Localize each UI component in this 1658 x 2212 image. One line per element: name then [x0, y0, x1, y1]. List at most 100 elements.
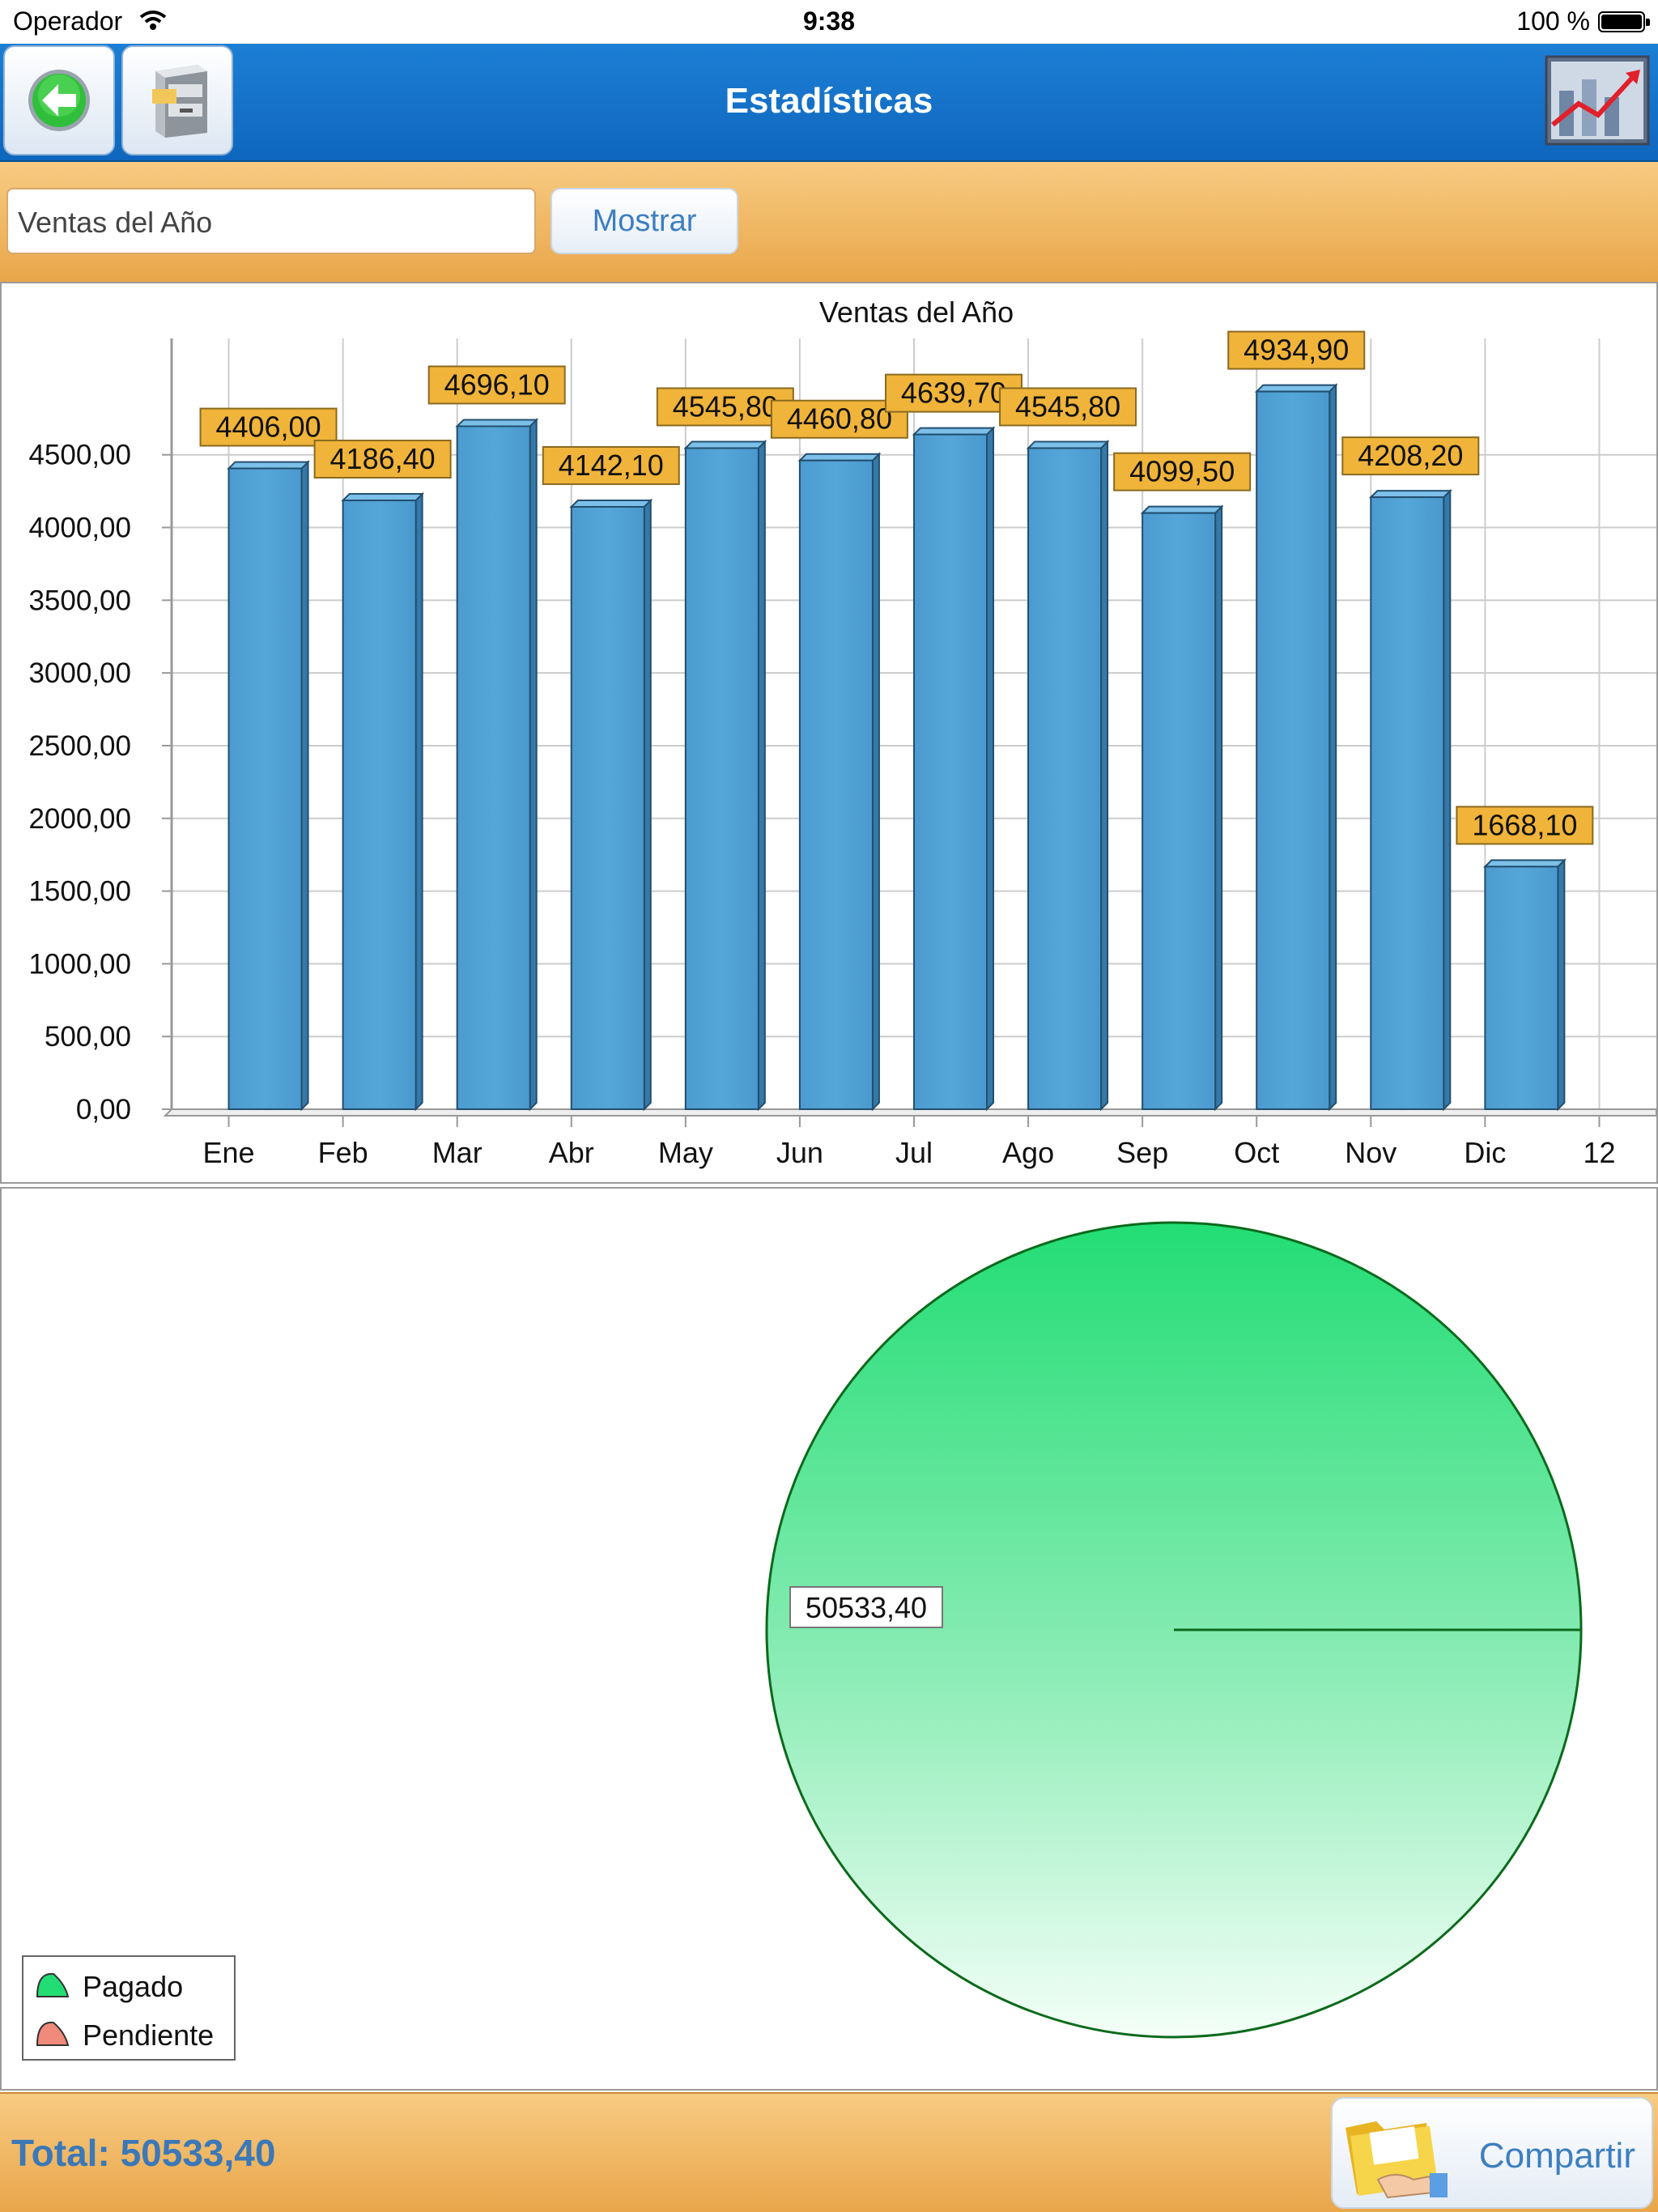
bar	[227, 467, 303, 1110]
y-tick-label: 3000,00	[28, 657, 131, 689]
x-tick-label: Jul	[895, 1136, 933, 1169]
pie-chart: 50533,40 Pagado Pendiente	[22, 1221, 1583, 2061]
y-tick-label: 1500,00	[28, 876, 131, 908]
bar-value-label: 4208,20	[1358, 439, 1463, 472]
total-label: Total: 50533,40	[11, 2132, 276, 2174]
x-tick-label: Abr	[549, 1136, 594, 1169]
y-tick-label: 4500,00	[28, 440, 131, 471]
bar-value-label-bg	[770, 399, 908, 439]
bar	[684, 447, 759, 1111]
x-tick-label: Oct	[1234, 1136, 1279, 1169]
x-tick-label: Mar	[432, 1136, 483, 1169]
back-button[interactable]	[3, 45, 115, 155]
bar	[456, 425, 531, 1110]
bar-top	[797, 453, 882, 462]
x-tick-label: Dic	[1464, 1136, 1506, 1169]
battery-icon	[1598, 11, 1650, 32]
bar-value-label-bg	[313, 440, 452, 479]
x-tick-label: Jun	[776, 1136, 823, 1169]
bar-side	[529, 418, 538, 1112]
bar-value-label: 4639,70	[901, 376, 1006, 410]
bar-value-label-bg	[1456, 806, 1594, 845]
bar-value-label: 4696,10	[444, 368, 550, 401]
x-tick-label: Ene	[203, 1136, 255, 1169]
bar	[913, 433, 988, 1110]
bar-top	[341, 493, 425, 502]
bar-value-label: 4099,50	[1129, 455, 1235, 488]
bar-value-label-bg	[1113, 452, 1252, 491]
bar-side	[1557, 857, 1566, 1112]
y-tick-label: 2500,00	[28, 730, 131, 762]
pie-chart-panel: 50533,40 Pagado Pendiente	[0, 1187, 1658, 2091]
bar	[342, 500, 417, 1110]
bar-side	[414, 491, 423, 1112]
bar-value-label-bg	[999, 387, 1137, 427]
x-tick-label: 12	[1583, 1136, 1615, 1169]
x-tick-label: Ago	[1002, 1136, 1054, 1169]
y-tick-label: 3500,00	[28, 585, 131, 616]
back-arrow-icon	[28, 70, 90, 131]
y-tick-label: 2000,00	[28, 803, 131, 835]
report-selector-field[interactable]: Ventas del Año	[6, 188, 536, 254]
bar	[798, 459, 874, 1110]
bar-value-label: 1668,10	[1472, 808, 1577, 841]
navigation-bar: Estadísticas	[0, 44, 1658, 162]
bar-top	[1254, 384, 1338, 393]
x-tick-label: Sep	[1116, 1136, 1168, 1169]
wifi-icon	[139, 11, 167, 30]
legend-label-pagado: Pagado	[83, 1970, 183, 2003]
legend-swatch-pendiente	[36, 2021, 70, 2046]
page-title: Estadísticas	[725, 81, 933, 121]
bar	[1027, 447, 1103, 1111]
bar-value-label: 4460,80	[787, 402, 892, 436]
bar-side	[871, 452, 880, 1112]
bar-top	[1368, 490, 1452, 499]
bar-side	[757, 440, 766, 1112]
y-tick-label: 0,00	[76, 1094, 131, 1125]
folder-hand-icon	[1346, 2121, 1448, 2199]
bar-value-label-bg	[1227, 330, 1366, 370]
bar-top	[455, 419, 539, 428]
bar-top	[912, 427, 996, 436]
bar-value-label-bg	[1341, 436, 1480, 476]
share-label: Compartir	[1478, 2136, 1635, 2176]
show-button[interactable]: Mostrar	[551, 188, 738, 254]
bar-top	[1482, 859, 1567, 868]
bar-top	[569, 499, 653, 508]
bar-side	[986, 426, 994, 1112]
bar-value-label: 4406,00	[215, 410, 321, 444]
bar	[1256, 390, 1331, 1111]
bar-chart-panel: Ventas del Año 0,00 500,00 1000,00 1500,00 20…	[0, 282, 1658, 1184]
file-cabinet-icon	[152, 65, 207, 138]
bar-value-label: 4545,80	[673, 389, 778, 423]
pie-value-label-bg	[789, 1586, 943, 1628]
bar	[1141, 512, 1217, 1111]
filter-toolbar: Ventas del Año Mostrar	[0, 162, 1658, 282]
bar-value-label-bg	[542, 445, 680, 485]
share-button[interactable]: Compartir	[1331, 2097, 1653, 2209]
bar	[1370, 496, 1445, 1110]
y-tick-label: 500,00	[45, 1021, 131, 1053]
footer-toolbar: Total: 50533,40 Compartir	[0, 2092, 1658, 2212]
carrier-label: Operador	[13, 6, 123, 36]
chart-title: Ventas del Año	[819, 296, 1014, 329]
clock: 9:38	[802, 6, 856, 36]
bar-side	[300, 460, 309, 1112]
bar-top	[227, 461, 310, 470]
pie-value-label: 50533,40	[806, 1591, 927, 1624]
bar-value-label-bg	[199, 407, 338, 447]
x-tick-label: Nov	[1345, 1136, 1397, 1169]
bar-value-label: 4545,80	[1015, 389, 1120, 423]
legend-label-pendiente: Pendiente	[83, 2018, 214, 2052]
x-axis	[163, 1108, 1656, 1117]
bar-value-label-bg	[427, 365, 566, 405]
x-tick-label: May	[658, 1136, 713, 1169]
archive-button[interactable]	[121, 45, 233, 155]
bar-top	[1026, 440, 1110, 449]
bar-side	[1100, 440, 1109, 1112]
legend-swatch-pagado	[36, 1972, 70, 1997]
bar-value-label: 4142,10	[559, 449, 664, 482]
status-bar: Operador 9:38 100 %	[0, 0, 1658, 44]
bar	[1484, 866, 1559, 1110]
bar-side	[1443, 488, 1452, 1112]
